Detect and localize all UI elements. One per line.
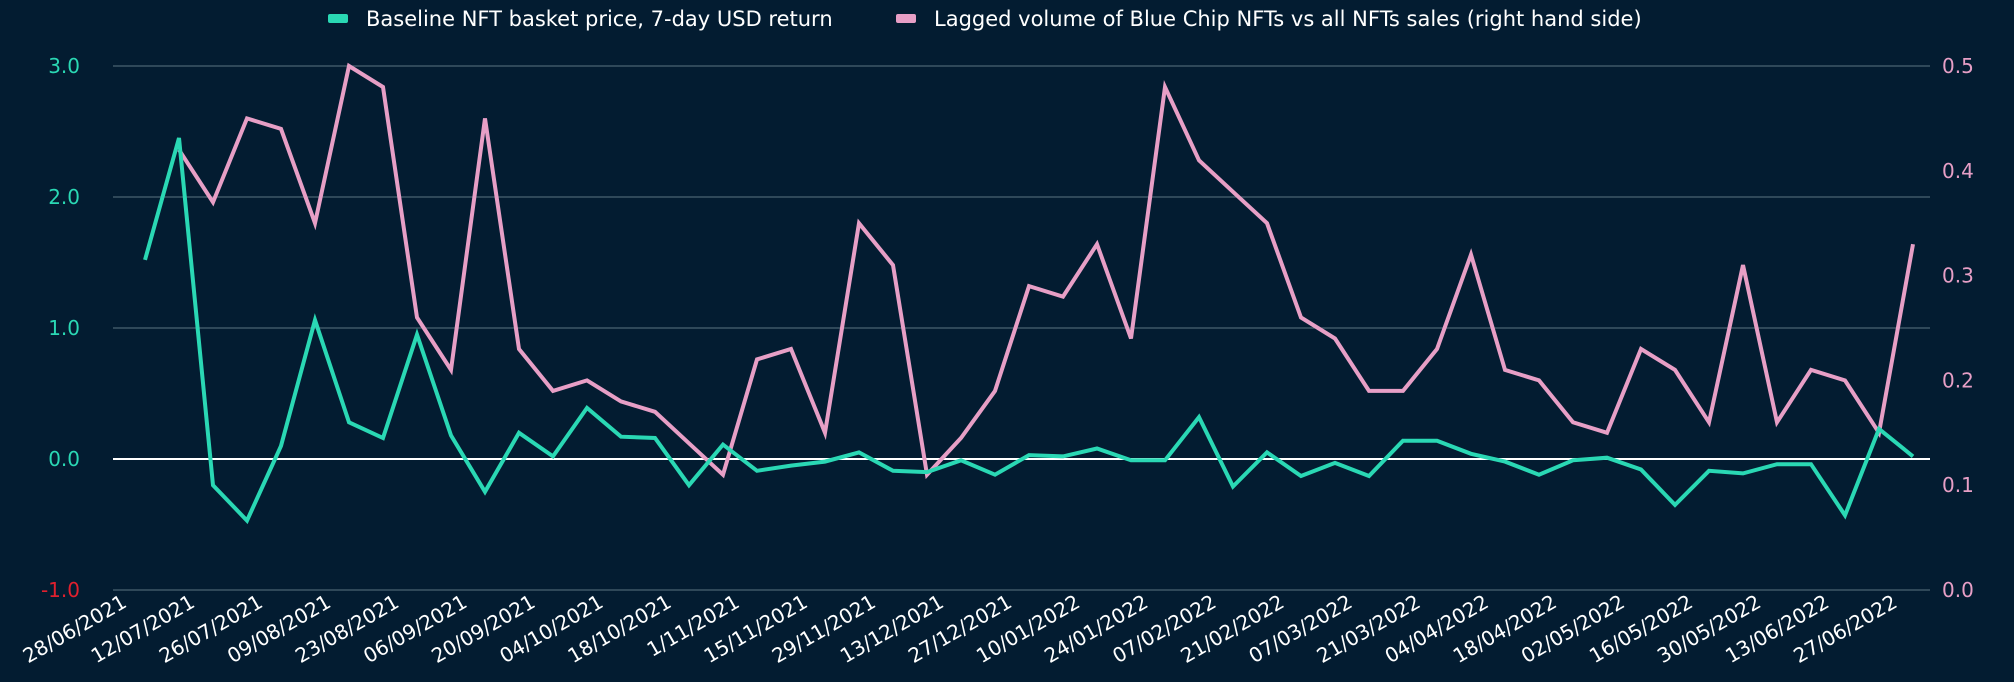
series-line-1 [177,62,1915,480]
y-right-tick-label: 0.2 [1942,368,1974,392]
y-right-tick-label: 0.5 [1942,54,1974,78]
legend-item-volume[interactable]: Lagged volume of Blue Chip NFTs vs all N… [896,7,1642,31]
y-right-tick-label: 0.4 [1942,159,1974,183]
legend-label-volume: Lagged volume of Blue Chip NFTs vs all N… [934,7,1642,31]
legend-label-price: Baseline NFT basket price, 7-day USD ret… [366,7,833,31]
right-y-axis: 0.5 0.4 0.3 0.2 0.1 0.0 [1942,54,1974,602]
y-left-tick-label: 0.0 [48,447,80,471]
legend-swatch-price [328,14,348,23]
legend-swatch-volume [896,14,916,23]
legend: Baseline NFT basket price, 7-day USD ret… [328,7,1642,31]
y-right-tick-label: 0.3 [1942,264,1974,288]
y-right-tick-label: 0.1 [1942,473,1974,497]
x-axis: 28/06/202112/07/202126/07/202109/08/2021… [19,590,1901,668]
gridlines [113,65,1930,591]
y-left-tick-label: 1.0 [48,316,80,340]
y-left-tick-label: -1.0 [41,578,80,602]
y-left-tick-label: 2.0 [48,185,80,209]
series-lines [143,62,1915,525]
legend-item-price[interactable]: Baseline NFT basket price, 7-day USD ret… [328,7,833,31]
left-y-axis: 3.0 2.0 1.0 0.0 -1.0 [41,54,80,602]
y-right-tick-label: 0.0 [1942,578,1974,602]
series-line-0 [143,137,1915,525]
y-left-tick-label: 3.0 [48,54,80,78]
